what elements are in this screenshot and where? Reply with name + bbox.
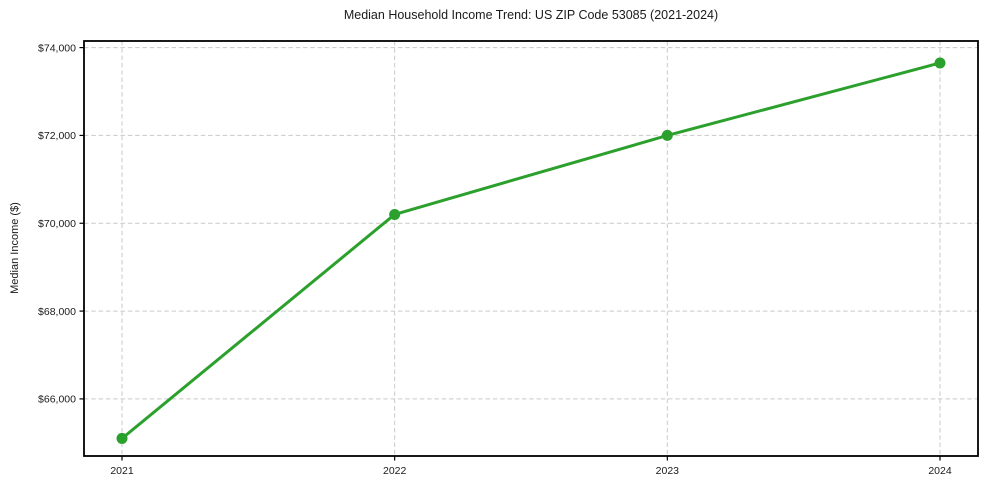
x-tick-label: 2023 [656, 465, 680, 477]
data-point-2021 [116, 432, 128, 444]
x-tick-label: 2024 [928, 465, 952, 477]
y-tick-label: $68,000 [38, 306, 76, 318]
data-point-2024 [934, 57, 946, 69]
y-tick-label: $72,000 [38, 130, 76, 142]
data-point-2023 [661, 129, 673, 141]
y-tick-label: $66,000 [38, 394, 76, 406]
x-tick-label: 2021 [110, 465, 134, 477]
data-point-2022 [389, 208, 401, 220]
x-tick-label: 2022 [383, 465, 407, 477]
plot-border [83, 40, 979, 457]
income-trend-line [120, 61, 942, 440]
y-tick-label: $74,000 [38, 42, 76, 54]
y-tick-label: $70,000 [38, 218, 76, 230]
chart-title: Median Household Income Trend: US ZIP Co… [343, 8, 719, 22]
